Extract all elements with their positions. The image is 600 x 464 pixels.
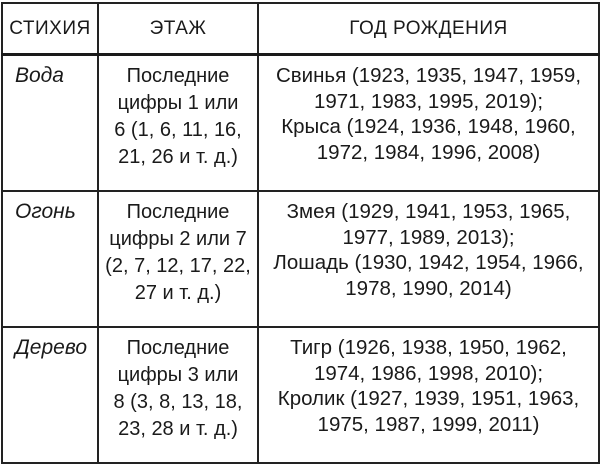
table-row-wood: Дерево Последние цифры 3 или 8 (3, 8, 13… (1, 326, 600, 464)
header-cell-birth-year: ГОД РОЖДЕНИЯ (257, 2, 600, 56)
element-cell-fire: Огонь (1, 190, 99, 328)
table-header: СТИХИЯ ЭТАЖ ГОД РОЖДЕНИЯ (1, 2, 600, 56)
floor-cell-fire: Последние цифры 2 или 7 (2, 7, 12, 17, 2… (97, 190, 259, 328)
birth-years-cell-water: Свинья (1923, 1935, 1947, 1959, 1971, 19… (257, 53, 600, 192)
floor-cell-water: Последние цифры 1 или 6 (1, 6, 11, 16, 2… (97, 53, 259, 192)
element-cell-water: Вода (1, 53, 99, 192)
floor-cell-wood: Последние цифры 3 или 8 (3, 8, 13, 18, 2… (97, 326, 259, 464)
table-row-fire: Огонь Последние цифры 2 или 7 (2, 7, 12,… (1, 190, 600, 328)
header-row: СТИХИЯ ЭТАЖ ГОД РОЖДЕНИЯ (1, 2, 600, 56)
birth-years-cell-wood: Тигр (1926, 1938, 1950, 1962, 1974, 1986… (257, 326, 600, 464)
birth-years-cell-fire: Змея (1929, 1941, 1953, 1965, 1977, 1989… (257, 190, 600, 328)
element-cell-wood: Дерево (1, 326, 99, 464)
header-cell-element: СТИХИЯ (1, 2, 99, 56)
table-body: Вода Последние цифры 1 или 6 (1, 6, 11, … (1, 53, 600, 464)
table-row-water: Вода Последние цифры 1 или 6 (1, 6, 11, … (1, 53, 600, 192)
header-cell-floor: ЭТАЖ (97, 2, 259, 56)
